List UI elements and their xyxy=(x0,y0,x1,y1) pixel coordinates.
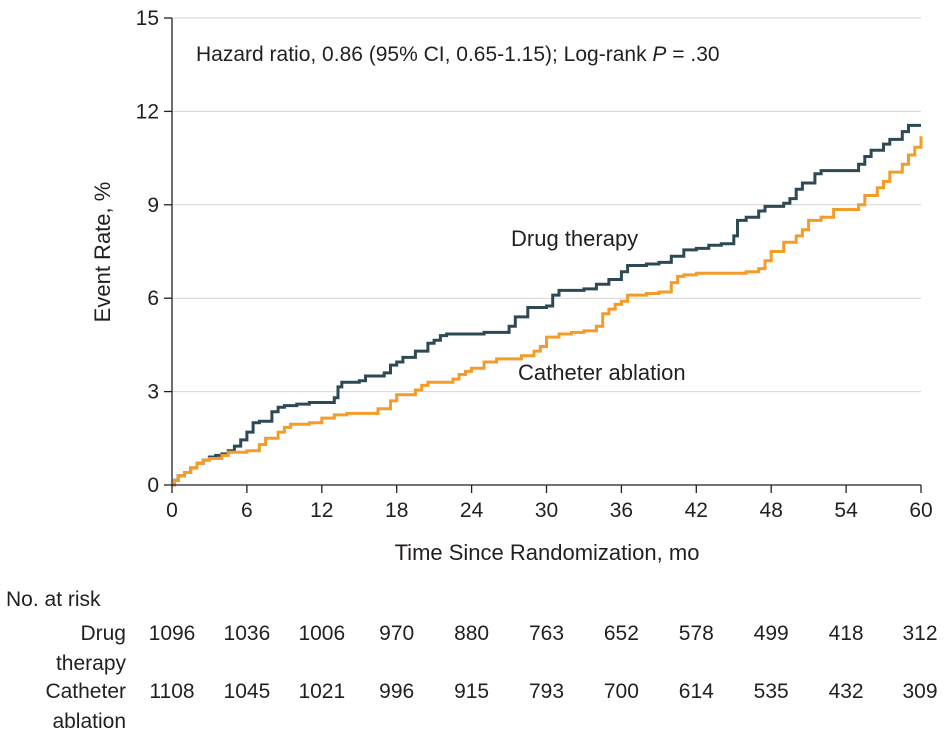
x-tick-label-36: 36 xyxy=(610,499,633,522)
series-line-drug-therapy xyxy=(172,123,921,487)
grid-lines xyxy=(172,17,921,393)
risk-value-catheter-ablation-24: 915 xyxy=(454,680,489,703)
risk-value-catheter-ablation-18: 996 xyxy=(379,680,414,703)
risk-value-catheter-ablation-60: 309 xyxy=(902,680,937,703)
series-lines xyxy=(172,123,923,487)
x-tick-label-18: 18 xyxy=(385,499,408,522)
risk-row-label-drug-therapy: therapy xyxy=(56,652,127,675)
x-tick-label-24: 24 xyxy=(460,499,484,522)
number-at-risk-table: No. at risk Drug therapy 1096 1036 1006 970 88… xyxy=(6,588,938,733)
risk-value-drug-therapy-60: 312 xyxy=(902,622,937,645)
risk-value-drug-therapy-6: 1036 xyxy=(224,622,271,645)
x-tick-label-48: 48 xyxy=(760,499,783,522)
risk-table-header: No. at risk xyxy=(6,588,101,611)
x-tick-label-60: 60 xyxy=(909,499,932,522)
series-label-catheter-ablation: Catheter ablation xyxy=(518,360,686,385)
risk-value-drug-therapy-0: 1096 xyxy=(149,622,196,645)
y-tick-label-0: 0 xyxy=(147,474,159,497)
risk-value-drug-therapy-48: 499 xyxy=(754,622,789,645)
risk-value-catheter-ablation-30: 793 xyxy=(529,680,564,703)
y-axis-title: Event Rate, % xyxy=(90,182,115,323)
risk-value-drug-therapy-36: 652 xyxy=(604,622,639,645)
y-tick-label-15: 15 xyxy=(136,7,159,30)
risk-value-drug-therapy-30: 763 xyxy=(529,622,564,645)
risk-value-catheter-ablation-54: 432 xyxy=(829,680,864,703)
series-label-drug-therapy: Drug therapy xyxy=(511,226,638,251)
x-tick-label-6: 6 xyxy=(241,499,253,522)
risk-row-label-drug-therapy: Drug xyxy=(80,622,126,645)
risk-value-catheter-ablation-48: 535 xyxy=(754,680,789,703)
risk-value-catheter-ablation-36: 700 xyxy=(604,680,639,703)
x-tick-label-54: 54 xyxy=(834,499,858,522)
risk-value-drug-therapy-24: 880 xyxy=(454,622,489,645)
y-tick-label-6: 6 xyxy=(147,287,159,310)
y-tick-label-3: 3 xyxy=(147,381,159,404)
risk-row-label-catheter-ablation: ablation xyxy=(52,710,126,733)
risk-value-catheter-ablation-6: 1045 xyxy=(224,680,271,703)
y-tick-label-12: 12 xyxy=(136,100,159,123)
x-tick-label-12: 12 xyxy=(310,499,333,522)
risk-value-drug-therapy-54: 418 xyxy=(829,622,864,645)
risk-value-catheter-ablation-0: 1108 xyxy=(149,680,194,703)
x-tick-label-30: 30 xyxy=(535,499,558,522)
series-line-catheter-ablation xyxy=(172,136,923,487)
risk-value-drug-therapy-42: 578 xyxy=(679,622,714,645)
risk-value-drug-therapy-18: 970 xyxy=(379,622,414,645)
risk-row-label-catheter-ablation: Catheter xyxy=(45,680,126,703)
x-tick-label-42: 42 xyxy=(685,499,708,522)
x-tick-label-0: 0 xyxy=(166,499,178,522)
risk-value-drug-therapy-12: 1006 xyxy=(298,622,345,645)
risk-value-catheter-ablation-12: 1021 xyxy=(298,680,345,703)
y-tick-label-9: 9 xyxy=(147,194,159,217)
x-axis-title: Time Since Randomization, mo xyxy=(395,540,700,565)
hazard-ratio-annotation: Hazard ratio, 0.86 (95% CI, 0.65-1.15); … xyxy=(196,43,720,66)
risk-value-catheter-ablation-42: 614 xyxy=(679,680,714,703)
